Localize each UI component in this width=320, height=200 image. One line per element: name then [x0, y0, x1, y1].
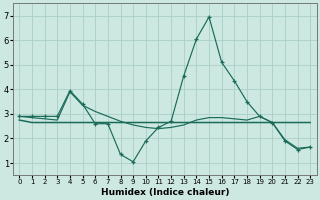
X-axis label: Humidex (Indice chaleur): Humidex (Indice chaleur) — [100, 188, 229, 197]
